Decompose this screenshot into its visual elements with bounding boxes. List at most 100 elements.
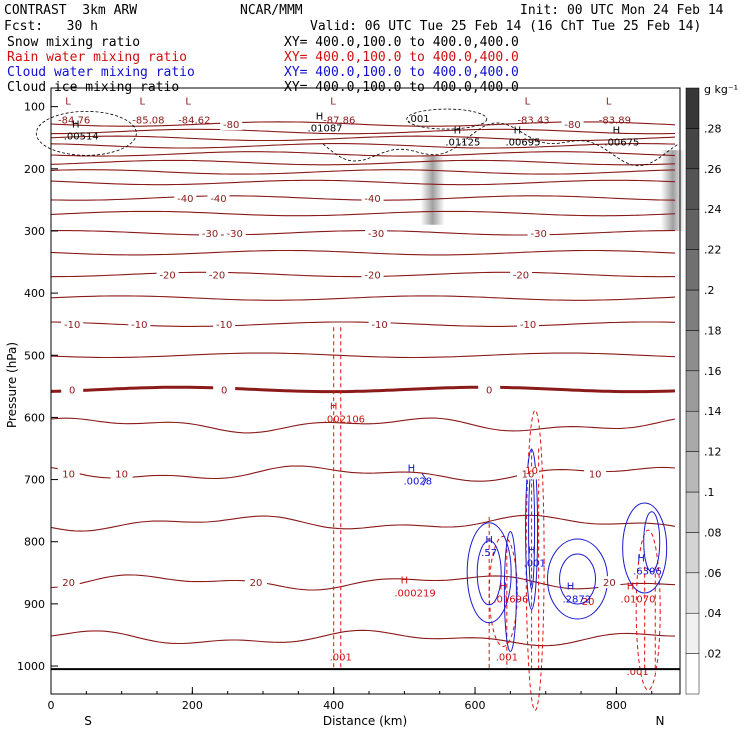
isotherm-label: -30 <box>530 229 546 240</box>
y-tick-label: 300 <box>24 225 45 238</box>
isotherm--35 <box>50 210 676 217</box>
colorbar-tick-label: .12 <box>704 446 722 459</box>
isotherm-label: -10 <box>216 320 232 331</box>
rain-high-value: .000219 <box>394 588 435 599</box>
cloud-water-contour-2 <box>525 448 539 610</box>
rain-high-marker: H <box>500 582 508 593</box>
model-title: CONTRAST 3km ARW <box>4 3 138 18</box>
isotherm-label: 10 <box>522 469 535 480</box>
colorbar-segment-2 <box>685 572 700 614</box>
rain-contour-label: .001 <box>626 667 648 678</box>
isotherm-label-bg-0 <box>220 118 243 131</box>
isotherm-label-bg-8 <box>527 226 550 239</box>
y-tick-label: 100 <box>24 101 45 114</box>
y-axis-title: Pressure (hPa) <box>5 342 19 428</box>
low-value-label: -83.43 <box>517 116 549 127</box>
isotherm-label-bg-26 <box>244 576 267 589</box>
isotherm--5 <box>50 352 676 359</box>
low-value-label: -84.76 <box>58 116 90 127</box>
rain-high-marker: H <box>401 575 409 586</box>
isotherm-label-bg-15 <box>213 318 236 331</box>
isotherm-label: 0 <box>486 385 492 396</box>
cloud-water-contour-6 <box>622 502 668 594</box>
cloudwater-high-marker: H <box>637 554 645 565</box>
low-marker: L <box>185 97 191 108</box>
isotherm-label: -30 <box>368 229 384 240</box>
low-marker: L <box>65 97 71 108</box>
isotherm-label: 10 <box>115 469 128 480</box>
rain-contour <box>635 529 661 691</box>
isotherm-label: -20 <box>513 270 529 281</box>
isotherm-label-bg-22 <box>110 467 133 480</box>
isotherm-label: -40 <box>364 194 380 205</box>
colorbar-unit: g kg⁻¹ <box>704 83 738 96</box>
field-snow-xy: XY= 400.0,100.0 to 400.0,400.0 <box>284 35 519 50</box>
colorbar-segment-10 <box>685 249 700 291</box>
rain-high-marker: H <box>627 582 635 593</box>
cloud-water-contour-0 <box>466 522 512 624</box>
x-tick-label: 200 <box>182 699 203 712</box>
rain-contour-label: 20 <box>582 597 595 608</box>
isotherm-label-bg-5 <box>199 226 222 239</box>
field-rain-xy: XY= 400.0,100.0 to 400.0,400.0 <box>284 50 519 65</box>
cloudwater-high-marker: H <box>408 464 416 475</box>
rain-contour <box>488 535 518 647</box>
isotherm-label: -20 <box>364 270 380 281</box>
isotherm-25 <box>50 629 676 647</box>
ice-high-value: .00514 <box>64 131 99 142</box>
isotherm-label: 20 <box>250 578 263 589</box>
field-cloudwater-xy: XY= 400.0,100.0 to 400.0,400.0 <box>284 65 519 80</box>
colorbar-segment-11 <box>685 208 700 250</box>
contour-labels: -80 -80 -40 -40 -40 -30 -30 -30 -30 -20 -20 -20 -20 -… <box>57 97 662 678</box>
isotherm-label: -20 <box>209 270 225 281</box>
isotherm-label: -30 <box>227 229 243 240</box>
x-tick-label: 0 <box>48 699 55 712</box>
low-marker: L <box>330 97 336 108</box>
ice-high-marker: H <box>613 126 621 137</box>
ice-high-marker: H <box>454 126 462 137</box>
south-end-label: S <box>84 714 92 728</box>
rain-high-marker: H <box>330 401 338 412</box>
y-tick-label: 700 <box>24 474 45 487</box>
isotherm-label-bg-11 <box>361 268 384 281</box>
cloud-ice-contour <box>322 122 679 167</box>
isotherm-label: 10 <box>62 469 75 480</box>
isotherm-label: 20 <box>603 578 616 589</box>
colorbar-segment-13 <box>685 128 700 170</box>
cloud-water-contour <box>421 473 427 486</box>
y-tick-label: 1000 <box>17 660 45 673</box>
isotherm--30 <box>50 230 675 236</box>
isotherm-label-bg-14 <box>128 318 151 331</box>
ice-high-value: .01125 <box>445 138 480 149</box>
isotherm-label-bg-23 <box>517 467 540 480</box>
cloudwater-high-marker: H <box>485 535 493 546</box>
temperature-contours <box>50 121 676 647</box>
colorbar-tick-label: .08 <box>704 526 722 539</box>
init-time: Init: 00 UTC Mon 24 Feb 14 <box>520 3 724 18</box>
isotherm-label: -10 <box>64 320 80 331</box>
isotherm--25 <box>50 249 676 256</box>
isotherm-label-bg-2 <box>174 192 197 205</box>
field-rain-name: Rain water mixing ratio <box>7 50 188 65</box>
y-tick-label: 400 <box>24 287 45 300</box>
isotherm-label-bg-12 <box>509 268 532 281</box>
cloudwater-high-marker: H <box>528 546 536 557</box>
isotherm-label: -40 <box>177 194 193 205</box>
isotherm-label-bg-20 <box>478 383 501 396</box>
cloud-ice-contour <box>35 110 137 156</box>
ice-high-marker: H <box>316 111 324 122</box>
colorbar-segment-0 <box>685 653 700 695</box>
colorbar-segment-4 <box>685 491 700 533</box>
cloudwater-high-value: .57 <box>481 548 497 559</box>
isotherm-label: -20 <box>159 270 175 281</box>
colorbar-segment-5 <box>685 451 700 493</box>
isotherm-label-bg-18 <box>61 383 84 396</box>
isotherm--75 <box>50 128 676 135</box>
ice-contour-label: .001 <box>407 114 429 125</box>
low-value-label: -85.08 <box>132 116 164 127</box>
y-tick-label: 200 <box>24 163 45 176</box>
field-snow-name: Snow mixing ratio <box>7 35 141 50</box>
isotherm--60 <box>50 151 676 157</box>
x-axis-title: Distance (km) <box>323 714 407 728</box>
colorbar-tick-label: .24 <box>704 203 722 216</box>
